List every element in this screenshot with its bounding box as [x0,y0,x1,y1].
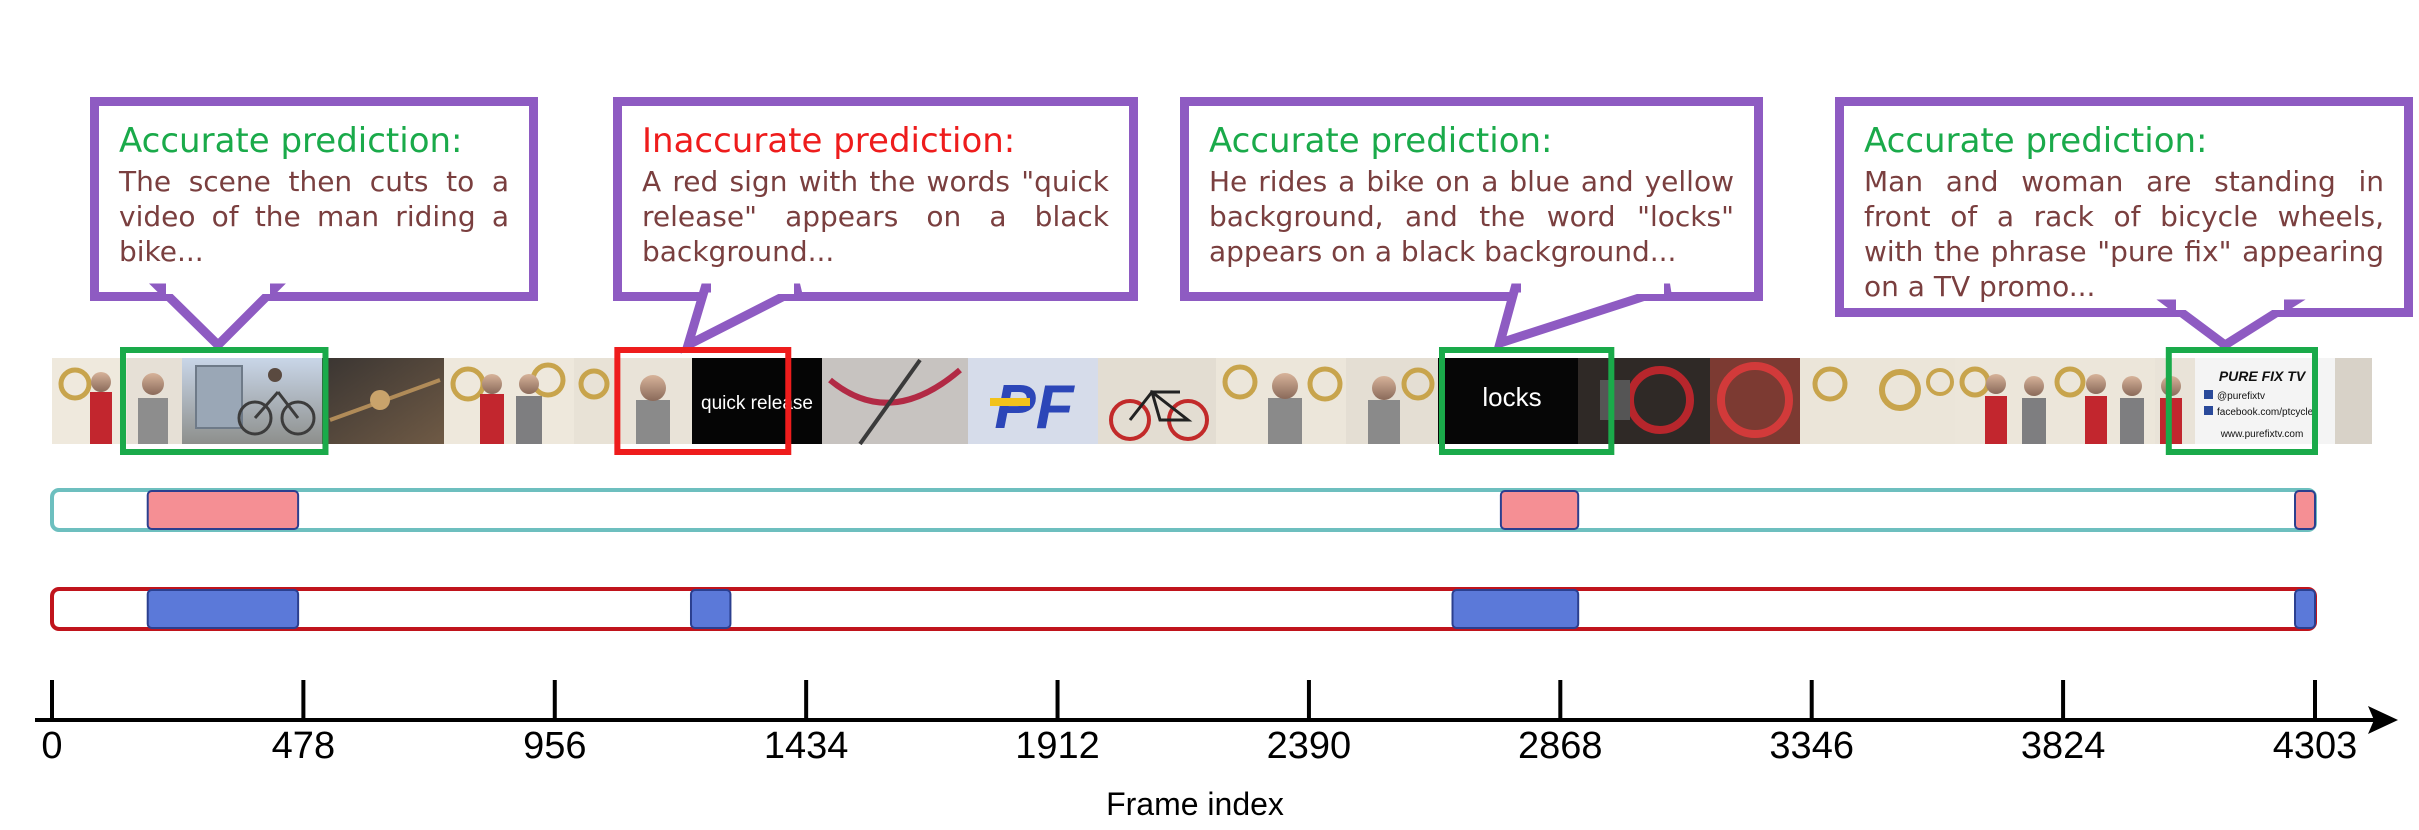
axis-tick-label: 0 [41,725,62,767]
highlight-box-inaccurate [614,347,792,455]
callout-tails [149,280,2306,354]
frame-thumbnail [182,358,322,444]
callout-accurate-2: Accurate prediction: He rides a bike on … [1180,97,1763,301]
axis-tick-label: 3824 [2021,725,2106,767]
frame-thumbnail-quick-release: quick release [692,358,822,444]
track-bar [50,488,2317,532]
axis-tick-label: 956 [523,725,586,767]
frame-caption-purefix-facebook: facebook.com/ptcycles [2217,407,2318,418]
frame-thumbnail [822,358,968,446]
axis-tick-label: 1912 [1015,725,1100,767]
callout-inaccurate-1: Inaccurate prediction: A red sign with t… [613,97,1138,301]
frame-thumbnail [1710,358,1800,444]
svg-text:PF: PF [994,373,1075,442]
frame-thumbnail [2155,358,2195,444]
axis-tick-label: 1434 [764,725,849,767]
axis-tick-label: 4303 [2273,725,2358,767]
callout-accurate-3: Accurate prediction: Man and woman are s… [1835,97,2413,317]
track-segment [689,589,732,629]
track-segment [146,490,300,530]
frame-thumbnail [127,358,182,444]
axis-arrow [2368,706,2398,734]
frame-thumbnail-locks: locks [1438,358,1578,444]
callout-heading: Accurate prediction: [1864,121,2208,161]
frame-thumbnail: PF [968,358,1098,444]
frame-caption-locks: locks [1482,382,1541,412]
frame-thumbnail [1346,358,1438,444]
frame-caption-purefix-site: www.purefixtv.com [2220,429,2304,440]
frame-thumbnail [322,358,444,444]
highlight-box-accurate [1438,347,1615,455]
highlight-box-accurate [2165,347,2318,455]
frame-thumbnail [1578,358,1710,444]
track-segment [146,589,300,629]
callout-text: Man and woman are standing in front of a… [1864,165,2384,303]
track-bar [50,587,2317,631]
callout-heading: Accurate prediction: [119,121,463,161]
video-frame-strip: quick release PF [52,358,2372,446]
track-segment [1499,490,1580,530]
frame-thumbnail [614,358,692,444]
frame-axis: 0 478 956 1434 1912 2390 2868 3346 3824 4303 Frame… [35,680,2398,822]
callout-text: The scene then cuts to a video of the ma… [119,165,509,268]
frame-thumbnail [52,358,127,444]
axis-tick-label: 2868 [1518,725,1603,767]
callout-accurate-1: Accurate prediction: The scene then cuts… [90,97,538,301]
frame-caption-purefix-handle: @purefixtv [2217,391,2265,402]
track-segment [2294,490,2317,530]
frame-thumbnail [574,358,614,444]
prediction-highlights [119,347,2318,455]
frame-thumbnail [1800,358,1955,444]
frame-thumbnail [1216,358,1346,444]
axis-tick-label: 2390 [1267,725,1352,767]
axis-title: Frame index [1106,786,1284,822]
callout-text: A red sign with the words "quick release… [642,165,1109,268]
frame-caption-quick-release: quick release [701,393,813,414]
callout-text: He rides a bike on a blue and yellow bac… [1209,165,1734,268]
frame-caption-purefix-logo: PURE FIX TV [2219,368,2307,384]
frame-thumbnail-purefix-promo: PURE FIX TV @purefixtv facebook.com/ptcy… [2195,358,2335,444]
frame-thumbnail [444,358,574,444]
callout-heading: Inaccurate prediction: [642,121,1016,161]
track-segment [2294,589,2317,629]
frame-thumbnail [1098,358,1216,444]
callout-heading: Accurate prediction: [1209,121,1553,161]
highlight-box-accurate [119,347,329,455]
axis-tick-label: 3346 [1769,725,1854,767]
axis-tick-label: 478 [272,725,335,767]
segment-tracks [50,488,2317,631]
track-segment [1451,589,1580,629]
frame-thumbnail [1955,358,2155,444]
